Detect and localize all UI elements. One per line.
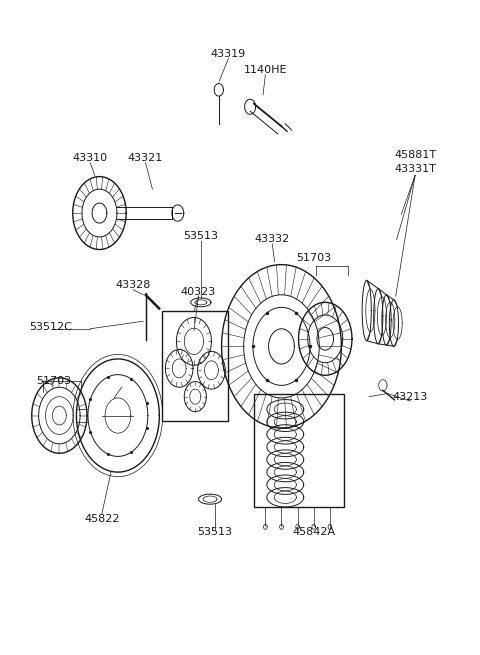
Text: 43310: 43310 (72, 153, 108, 162)
Text: 43321: 43321 (128, 153, 163, 162)
Bar (254, 394, 344, 507)
Text: 45881T: 45881T (394, 149, 436, 160)
Text: 51703: 51703 (296, 253, 331, 263)
Text: 53513: 53513 (197, 527, 232, 537)
Text: 43319: 43319 (211, 49, 246, 59)
Text: 51703: 51703 (36, 376, 71, 386)
Text: 43332: 43332 (254, 234, 290, 244)
Text: 53512C: 53512C (30, 322, 72, 333)
Text: 40323: 40323 (181, 287, 216, 297)
Text: 43328: 43328 (115, 280, 151, 290)
Text: 43213: 43213 (393, 392, 428, 402)
Text: 45842A: 45842A (292, 527, 336, 537)
Text: 43331T: 43331T (394, 164, 436, 174)
Text: 45822: 45822 (84, 514, 120, 524)
Text: 53513: 53513 (183, 231, 218, 241)
Text: 1140HE: 1140HE (243, 65, 287, 75)
Bar (162, 310, 228, 421)
